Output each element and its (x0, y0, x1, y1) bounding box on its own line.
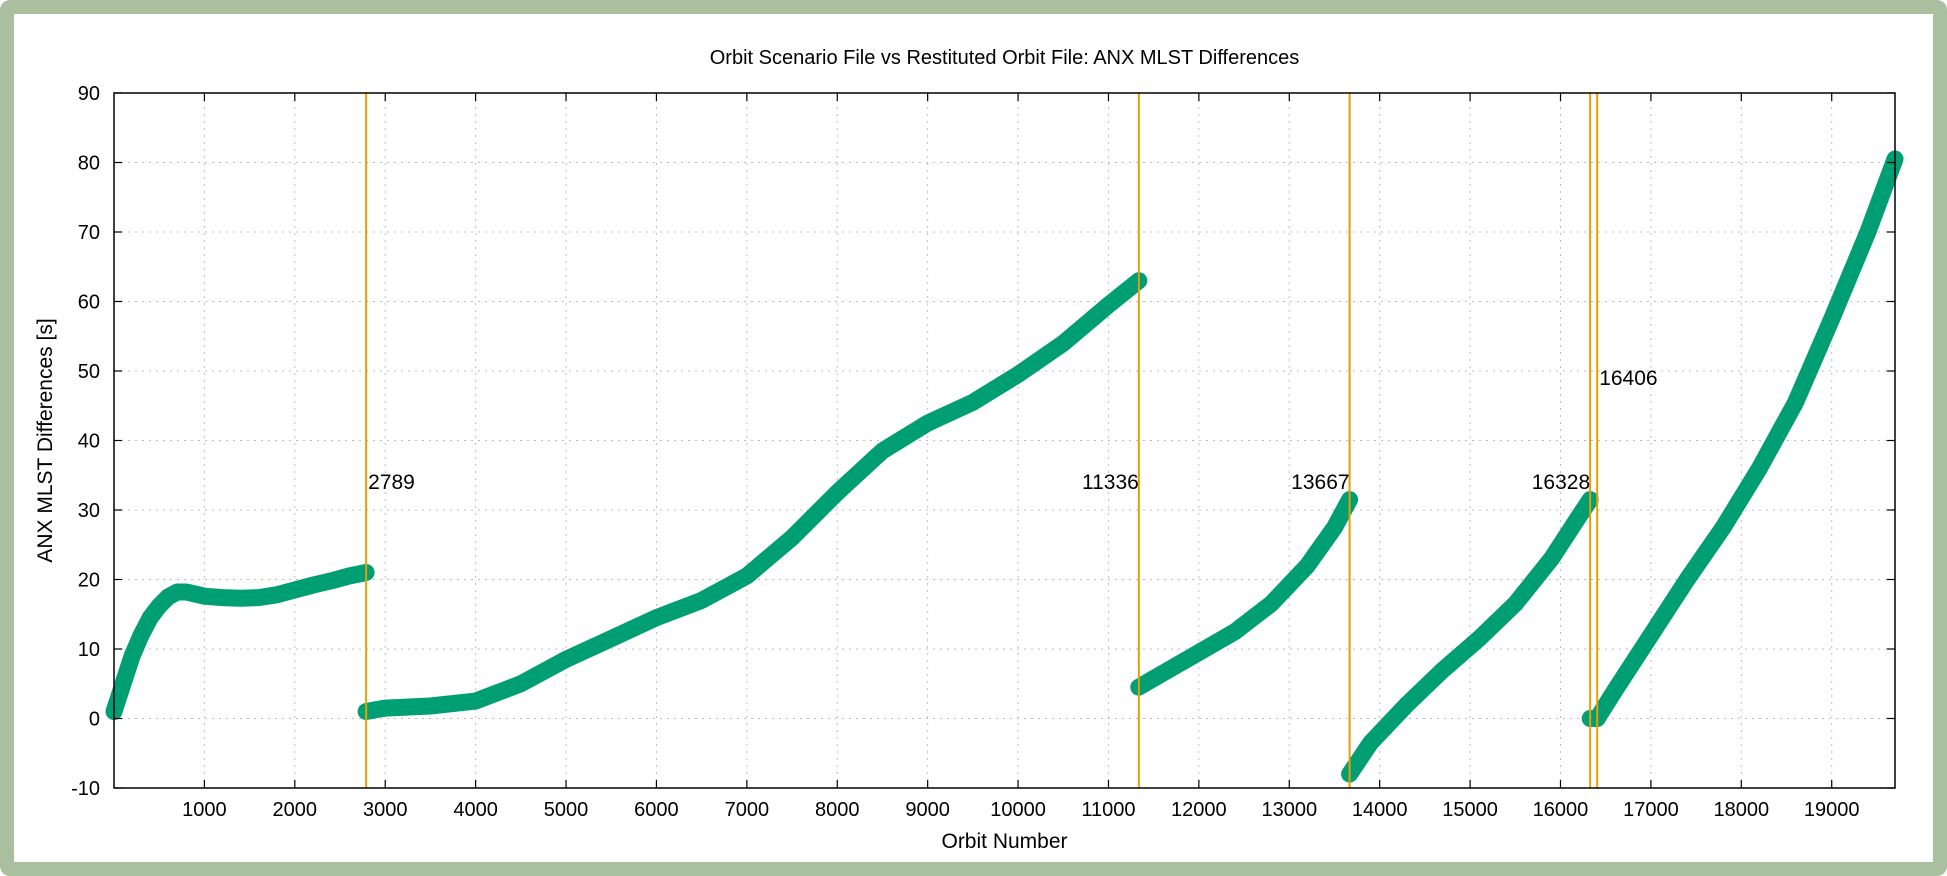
series-segment-1 (105, 564, 375, 720)
y-tick-label: 60 (78, 292, 100, 314)
y-tick-label: 90 (78, 83, 100, 105)
x-tick-label: 19000 (1804, 799, 1860, 821)
x-tick-label: 18000 (1713, 799, 1769, 821)
y-tick-label: 70 (78, 222, 100, 244)
x-tick-label: 16000 (1533, 799, 1589, 821)
x-axis-title: Orbit Number (941, 830, 1067, 853)
y-tick-label: 40 (78, 431, 100, 453)
x-tick-label: 10000 (990, 799, 1046, 821)
axis-ticks: 1000 2000 3000 4000 5000 6000 7000 8000 9000 1000… (71, 83, 1895, 821)
x-tick-label: 11000 (1081, 799, 1135, 821)
x-tick-label: 4000 (453, 799, 498, 821)
x-tick-label: 6000 (634, 799, 679, 821)
series-segment-6 (1588, 150, 1904, 727)
y-tick-label: 20 (78, 570, 100, 592)
marker-label-11336: 11336 (1082, 471, 1139, 494)
marker-label-13667: 13667 (1291, 471, 1349, 494)
x-tick-label: 5000 (544, 799, 589, 821)
x-tick-label: 7000 (725, 799, 770, 821)
x-tick-label: 17000 (1623, 799, 1679, 821)
series-segment-4 (1341, 491, 1599, 783)
marker-label-16406: 16406 (1599, 367, 1657, 390)
y-tick-label: 10 (78, 639, 100, 661)
data-series (105, 150, 1904, 783)
y-tick-label: 50 (78, 361, 100, 383)
series-segment-3 (1130, 491, 1359, 696)
x-tick-label: 3000 (363, 799, 408, 821)
y-tick-label: 0 (89, 709, 100, 731)
x-tick-label: 14000 (1352, 799, 1408, 821)
y-tick-label: 80 (78, 153, 100, 175)
y-tick-label: 30 (78, 500, 100, 522)
chart-title: Orbit Scenario File vs Restituted Orbit … (710, 47, 1299, 69)
x-tick-label: 13000 (1261, 799, 1317, 821)
x-tick-label: 2000 (273, 799, 318, 821)
y-axis-title: ANX MLST Differences [s] (34, 318, 57, 562)
x-tick-label: 8000 (815, 799, 860, 821)
y-tick-label: -10 (71, 778, 100, 800)
marker-label-2789: 2789 (368, 471, 415, 494)
x-tick-label: 1000 (182, 799, 227, 821)
marker-label-16328: 16328 (1532, 471, 1590, 494)
series-segment-2 (357, 272, 1148, 720)
x-tick-label: 12000 (1171, 799, 1227, 821)
x-tick-label: 15000 (1442, 799, 1498, 821)
orbit-markers: 2789 11336 13667 16328 16406 (365, 93, 1658, 788)
x-tick-label: 9000 (905, 799, 950, 821)
